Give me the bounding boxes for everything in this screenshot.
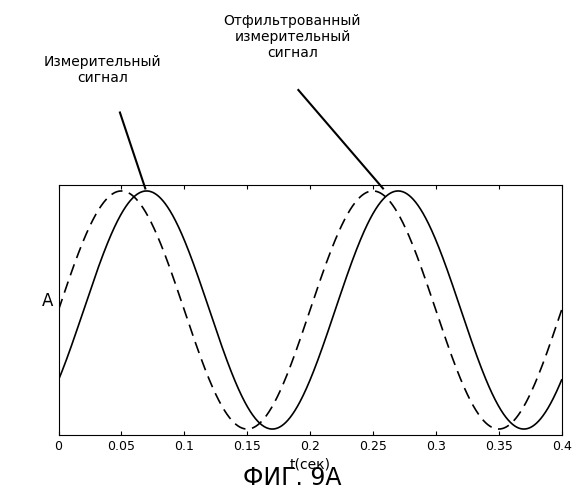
Text: ФИГ. 9А: ФИГ. 9А [243,466,342,490]
Text: Измерительный
сигнал: Измерительный сигнал [43,55,161,85]
X-axis label: t(сек): t(сек) [290,457,331,471]
Text: Отфильтрованный
измерительный
сигнал: Отфильтрованный измерительный сигнал [223,14,362,60]
Y-axis label: A: A [42,292,53,310]
